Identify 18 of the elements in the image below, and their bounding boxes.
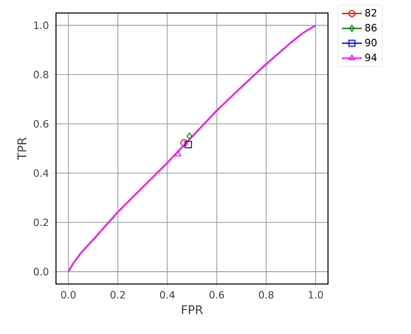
y-tick-label: 0.2: [34, 218, 48, 226]
x-tick-label: 0.2: [110, 291, 125, 299]
x-tick-label: 1.0: [308, 291, 323, 299]
legend-label: 94: [365, 54, 377, 62]
y-tick-label: 0.8: [34, 70, 48, 78]
y-tick-label: 1.0: [34, 22, 48, 30]
x-axis-title: FPR: [182, 305, 203, 314]
legend-label: 86: [365, 24, 377, 32]
y-axis-title: TPR: [18, 137, 26, 160]
x-tick-label: 0.0: [61, 291, 76, 299]
legend-label: 90: [365, 38, 377, 46]
y-tick-label: 0.0: [34, 268, 48, 276]
x-tick-label: 0.8: [258, 291, 274, 299]
x-tick-label: 0.4: [160, 291, 175, 299]
y-tick-label: 0.6: [34, 120, 48, 128]
y-tick-label: 0.4: [34, 169, 48, 177]
x-tick-label: 0.6: [209, 291, 224, 299]
legend-label: 82: [365, 9, 376, 17]
